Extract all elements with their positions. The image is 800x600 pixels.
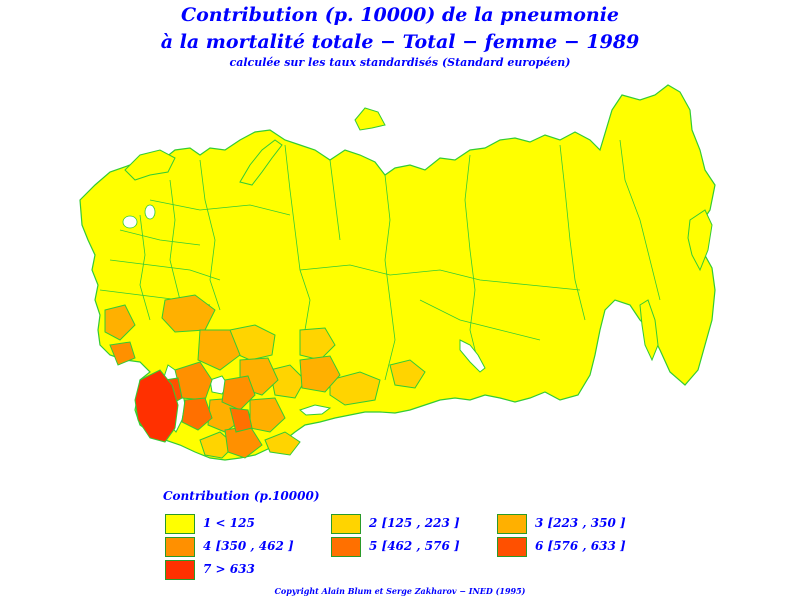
legend-item-7: 7 > 633 [165,560,325,580]
legend-label-2: 2 [125 , 223 ] [369,516,460,530]
legend-label-7: 7 > 633 [203,562,255,576]
legend-swatch-4 [165,537,195,557]
choropleth-map [79,84,716,461]
legend-label-1: 1 < 125 [203,516,255,530]
region-kamchatka [687,209,713,272]
lake-baikal [459,339,486,373]
region-sakhalin [639,299,659,362]
legend-item-2: 2 [125 , 223 ] [331,514,491,534]
legend-item-1: 1 < 125 [165,514,325,534]
legend-swatch-3 [497,514,527,534]
legend-item-5: 5 [462 , 576 ] [331,537,491,557]
legend-item-4: 4 [350 , 462 ] [165,537,325,557]
class-2-regions [199,324,426,459]
class-5-regions [181,397,253,433]
map-title-line-2: à la mortalité totale − Total − femme − … [160,31,640,53]
legend-label-3: 3 [223 , 350 ] [535,516,626,530]
region-kola [124,149,176,181]
map-title-line-1: Contribution (p. 10000) de la pneumonie [180,4,620,26]
region-arctic-islands [354,107,386,131]
map-subtitle: calculée sur les taux standardisés (Stan… [229,56,571,69]
legend-title: Contribution (p.10000) [163,489,320,503]
legend-label-5: 5 [462 , 576 ] [369,539,460,553]
legend-swatch-2 [331,514,361,534]
region-novaya-zemlya [239,139,283,186]
legend-swatch-6 [497,537,527,557]
legend-label-6: 6 [576 , 633 ] [535,539,626,553]
legend-swatch-7 [165,560,195,580]
lake-onega [144,204,156,220]
copyright-notice: Copyright Alain Blum et Serge Zakharov −… [274,586,526,596]
legend-swatch-5 [331,537,361,557]
legend-item-3: 3 [223 , 350 ] [497,514,657,534]
class-7-regions [134,369,179,443]
lake-ladoga [122,215,138,229]
legend-label-4: 4 [350 , 462 ] [203,539,294,553]
legend-swatch-1 [165,514,195,534]
class-4-regions [109,341,263,459]
legend-item-6: 6 [576 , 633 ] [497,537,657,557]
lake-balkhash [298,404,332,416]
